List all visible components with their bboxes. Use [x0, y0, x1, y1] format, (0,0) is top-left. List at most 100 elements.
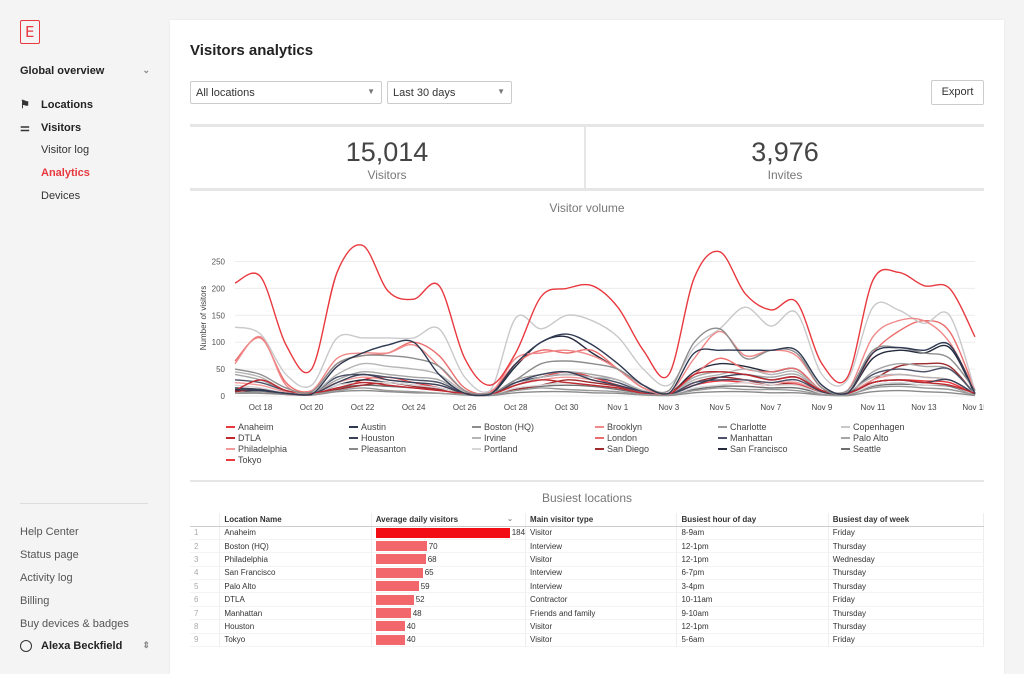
- sidebar-item-analytics[interactable]: Analytics: [41, 167, 90, 179]
- avg-visitors-value: 59: [420, 581, 430, 591]
- avg-visitors-cell: 68: [371, 552, 527, 567]
- date-range-select[interactable]: Last 30 days ▼: [387, 81, 512, 104]
- visitor-type-cell: Interview: [525, 539, 678, 554]
- legend-item[interactable]: San Francisco: [718, 444, 788, 454]
- sort-chevron-icon[interactable]: ⌄: [507, 515, 514, 523]
- visitor-type-cell: Visitor: [525, 552, 678, 567]
- table-row[interactable]: 4 San Francisco 65 Interview 6-7pm Thursday: [190, 566, 985, 581]
- legend-item[interactable]: Boston (HQ): [472, 422, 534, 432]
- avg-visitors-bar: [375, 541, 427, 552]
- legend-swatch: [718, 437, 727, 439]
- main-panel: Visitors analytics All locations ▼ Last …: [170, 20, 1004, 674]
- col-average-label: Average daily visitors: [375, 514, 459, 524]
- avg-visitors-cell: 52: [371, 592, 527, 607]
- avg-visitors-value: 184: [511, 528, 526, 538]
- avg-visitors-value: 48: [412, 608, 422, 618]
- busiest-day-cell: Wednesday: [828, 552, 985, 567]
- legend-label: Palo Alto: [853, 433, 889, 443]
- legend-swatch: [595, 426, 604, 428]
- legend-swatch: [349, 426, 358, 428]
- legend-item[interactable]: Tokyo: [226, 455, 262, 465]
- sidebar-item-visitor-log[interactable]: Visitor log: [41, 144, 90, 156]
- table-row[interactable]: 6 DTLA 52 Contractor 10-11am Friday: [190, 592, 985, 607]
- sidebar-item-visitors[interactable]: ⚌ Visitors: [20, 121, 81, 135]
- x-tick-label: Nov 13: [911, 403, 937, 412]
- avg-visitors-value: 65: [424, 568, 434, 578]
- legend-item[interactable]: Houston: [349, 433, 395, 443]
- buy-devices-link[interactable]: Buy devices & badges: [20, 618, 129, 630]
- legend-item[interactable]: San Diego: [595, 444, 649, 454]
- activity-log-link[interactable]: Activity log: [20, 572, 73, 584]
- table-row[interactable]: 9 Tokyo 40 Visitor 5-6am Friday: [190, 633, 985, 648]
- envoy-logo-icon[interactable]: E: [20, 20, 40, 44]
- location-name-cell: Philadelphia: [219, 552, 372, 567]
- legend-item[interactable]: Portland: [472, 444, 518, 454]
- col-main-visitor-type[interactable]: Main visitor type: [525, 513, 678, 527]
- busiest-hour-cell: 6-7pm: [676, 566, 829, 581]
- x-tick-label: Nov 1: [607, 403, 628, 412]
- sidebar-item-devices[interactable]: Devices: [41, 190, 81, 202]
- location-name-cell: Manhattan: [219, 606, 372, 621]
- export-button[interactable]: Export: [931, 80, 984, 105]
- legend-item[interactable]: Charlotte: [718, 422, 767, 432]
- legend-swatch: [349, 448, 358, 450]
- visitors-stat: 15,014 Visitors: [190, 127, 584, 189]
- legend-label: Houston: [361, 433, 395, 443]
- user-menu[interactable]: Alexa Beckfield ⇕: [20, 640, 150, 652]
- legend-item[interactable]: Copenhagen: [841, 422, 905, 432]
- visitor-type-cell: Visitor: [525, 633, 678, 648]
- table-row[interactable]: 3 Philadelphia 68 Visitor 12-1pm Wednesday: [190, 552, 985, 567]
- legend-item[interactable]: Austin: [349, 422, 386, 432]
- legend-item[interactable]: Pleasanton: [349, 444, 406, 454]
- legend-swatch: [226, 426, 235, 428]
- legend-item[interactable]: Palo Alto: [841, 433, 889, 443]
- busiest-hour-cell: 12-1pm: [676, 539, 829, 554]
- legend-item[interactable]: Anaheim: [226, 422, 274, 432]
- col-location-name[interactable]: Location Name: [219, 513, 372, 527]
- legend-label: Manhattan: [730, 433, 773, 443]
- busiest-day-cell: Friday: [828, 526, 985, 540]
- chevron-down-icon: ⌄: [142, 65, 150, 75]
- avg-visitors-value: 52: [415, 595, 425, 605]
- chevron-down-icon: ▼: [497, 87, 505, 96]
- series-line: [234, 385, 976, 397]
- avg-visitors-value: 70: [428, 541, 438, 551]
- visitor-type-cell: Contractor: [525, 592, 678, 607]
- legend-item[interactable]: Seattle: [841, 444, 881, 454]
- x-tick-label: Nov 3: [658, 403, 679, 412]
- legend-item[interactable]: DTLA: [226, 433, 261, 443]
- x-tick-label: Oct 20: [300, 403, 324, 412]
- y-tick-label: 50: [216, 365, 225, 374]
- legend-label: Charlotte: [730, 422, 767, 432]
- table-row[interactable]: 1 Anaheim 184 Visitor 8-9am Friday: [190, 526, 985, 540]
- legend-swatch: [226, 448, 235, 450]
- table-row[interactable]: 5 Palo Alto 59 Interview 3-4pm Thursday: [190, 579, 985, 594]
- legend-item[interactable]: Philadelphia: [226, 444, 287, 454]
- global-overview-dropdown[interactable]: Global overview ⌄: [20, 65, 150, 77]
- legend-swatch: [472, 437, 481, 439]
- sidebar-item-label: Locations: [41, 98, 93, 111]
- stats-separator: [584, 127, 586, 189]
- sidebar-item-locations[interactable]: ⚑ Locations: [20, 98, 93, 112]
- stats-top-border: [190, 124, 984, 127]
- legend-label: Seattle: [853, 444, 882, 454]
- col-busiest-hour[interactable]: Busiest hour of day: [676, 513, 829, 527]
- col-average-daily-visitors[interactable]: Average daily visitors ⌄: [371, 513, 527, 527]
- table-row[interactable]: 8 Houston 40 Visitor 12-1pm Thursday: [190, 619, 985, 634]
- invites-count: 3,976: [751, 137, 819, 167]
- legend-item[interactable]: Manhattan: [718, 433, 773, 443]
- billing-link[interactable]: Billing: [20, 595, 50, 607]
- location-select[interactable]: All locations ▼: [190, 81, 382, 104]
- status-page-link[interactable]: Status page: [20, 549, 79, 561]
- legend-item[interactable]: Brooklyn: [595, 422, 642, 432]
- invites-label: Invites: [767, 168, 803, 182]
- table-row[interactable]: 7 Manhattan 48 Friends and family 9-10am Thur…: [190, 606, 985, 621]
- series-line: [234, 389, 976, 397]
- table-row[interactable]: 2 Boston (HQ) 70 Interview 12-1pm Thursday: [190, 539, 985, 554]
- help-center-link[interactable]: Help Center: [20, 526, 79, 538]
- updown-chevron-icon: ⇕: [142, 640, 150, 650]
- legend-item[interactable]: Irvine: [472, 433, 506, 443]
- legend-item[interactable]: London: [595, 433, 637, 443]
- avg-visitors-cell: 48: [371, 606, 527, 621]
- col-busiest-day[interactable]: Busiest day of week: [828, 513, 985, 527]
